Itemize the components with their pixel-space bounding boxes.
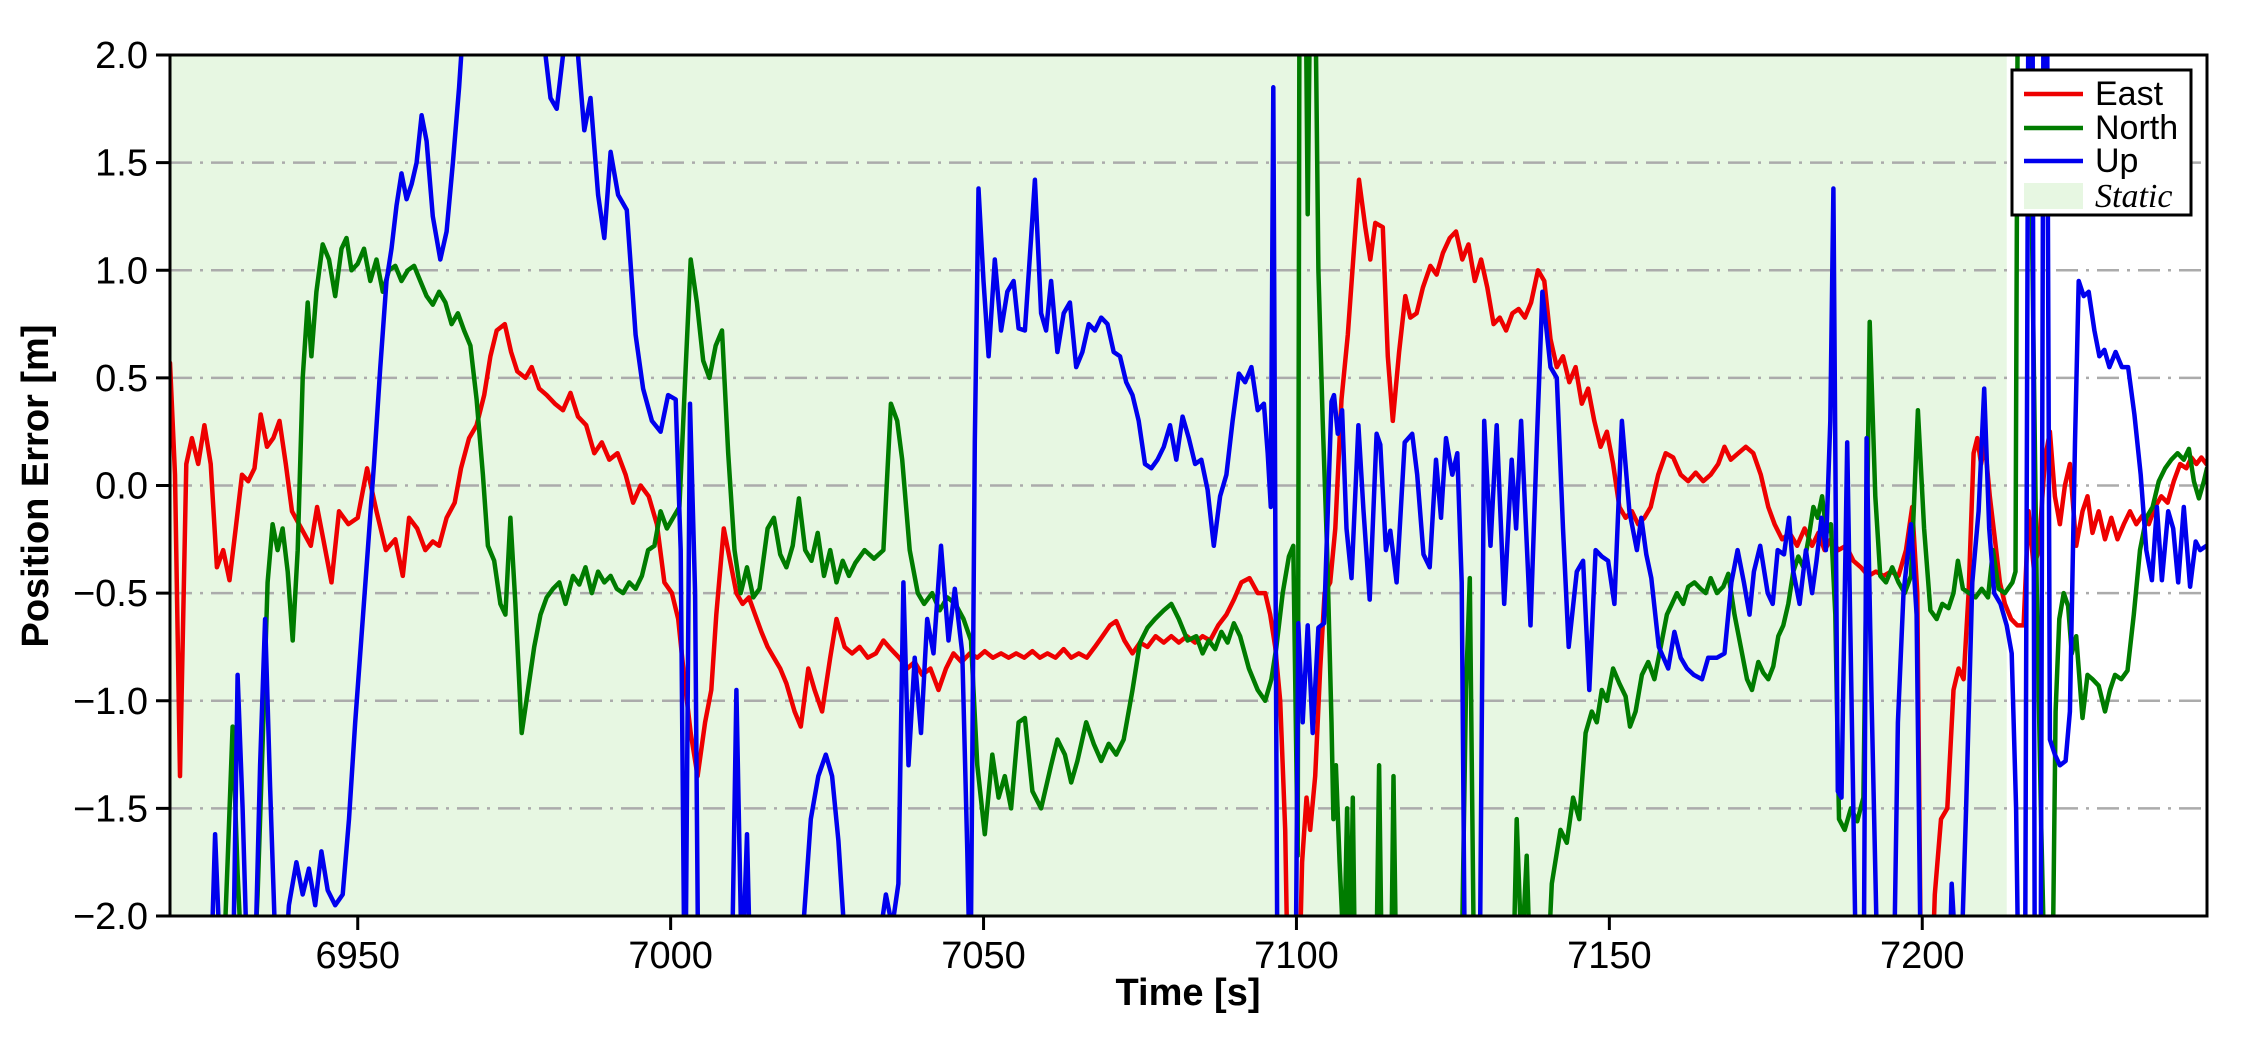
y-tick-label-−0.5: −0.5 xyxy=(73,573,148,615)
x-tick-label-7050: 7050 xyxy=(941,935,1026,977)
legend-swatch-static xyxy=(2024,183,2083,209)
legend-label-north: North xyxy=(2095,109,2178,147)
y-tick-label-2.0: 2.0 xyxy=(95,35,148,77)
y-axis-title: Position Error [m] xyxy=(15,324,57,647)
x-axis-title: Time [s] xyxy=(1115,972,1260,1014)
y-tick-label-1.5: 1.5 xyxy=(95,143,148,185)
x-tick-label-7100: 7100 xyxy=(1254,935,1339,977)
series-line-north xyxy=(223,55,2207,916)
x-axis: 6950 7000 7050 7100 7150 7200 xyxy=(315,916,1965,977)
y-tick-label-1.0: 1.0 xyxy=(95,250,148,292)
y-tick-label-0.5: 0.5 xyxy=(95,358,148,400)
y-tick-label-−2.0: −2.0 xyxy=(73,896,148,938)
x-tick-label-6950: 6950 xyxy=(315,935,400,977)
y-axis: 2.0 1.5 1.0 0.5 0.0 −0.5 −1.0 −1.5 −2.0 xyxy=(73,35,170,938)
x-tick-label-7000: 7000 xyxy=(628,935,713,977)
legend-label-up: Up xyxy=(2095,142,2138,180)
x-tick-label-7150: 7150 xyxy=(1567,935,1652,977)
y-tick-label-0.0: 0.0 xyxy=(95,466,148,508)
y-tick-label-−1.0: −1.0 xyxy=(73,681,148,723)
legend-label-static: Static xyxy=(2095,178,2172,215)
legend-label-east: East xyxy=(2095,75,2164,113)
series-line-up xyxy=(210,55,2207,916)
series-lines xyxy=(170,55,2207,916)
y-tick-label-−1.5: −1.5 xyxy=(73,788,148,830)
x-tick-label-7200: 7200 xyxy=(1880,935,1965,977)
